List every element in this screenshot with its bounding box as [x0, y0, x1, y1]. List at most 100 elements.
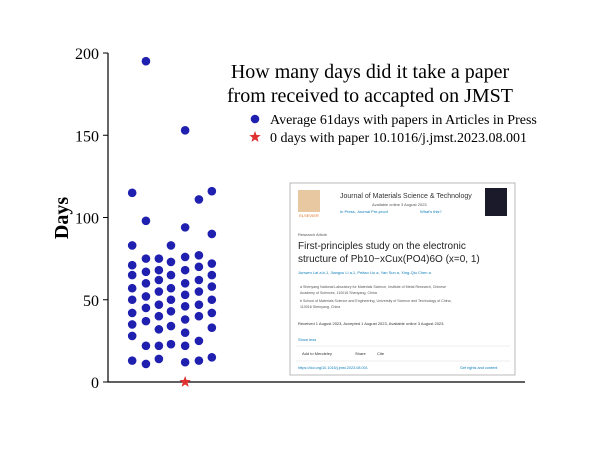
- point: [180, 126, 190, 135]
- point: [127, 308, 137, 318]
- point: [141, 216, 151, 226]
- point: [127, 356, 137, 365]
- point: [166, 295, 176, 305]
- available: Available online 3 August 2023: [372, 202, 427, 207]
- point: [180, 290, 190, 300]
- doi[interactable]: https://doi.org/10.1016/j.jmst.2023.08.0…: [298, 366, 368, 370]
- publisher: ELSEVIER: [299, 213, 319, 218]
- chart-title: from received to accapted on JMST: [227, 85, 513, 107]
- action[interactable]: Add to Mendeley: [302, 351, 332, 356]
- point: [207, 229, 217, 239]
- point: [127, 188, 137, 198]
- action[interactable]: Share: [355, 351, 366, 356]
- point: [127, 331, 137, 341]
- y-tick-label: 50: [83, 293, 99, 310]
- point: [180, 279, 190, 288]
- y-tick-label: 150: [75, 128, 99, 145]
- point: [127, 320, 137, 329]
- point: [207, 186, 217, 196]
- point: [194, 275, 204, 285]
- point: [180, 223, 190, 232]
- y-tick-label: 200: [75, 46, 99, 63]
- point: [154, 265, 164, 275]
- point: [127, 295, 137, 305]
- inset: ELSEVIER Journal of Materials Science & …: [289, 182, 516, 376]
- point: [141, 292, 151, 301]
- point: [154, 287, 164, 296]
- point: [250, 114, 260, 124]
- point: [141, 254, 151, 263]
- point: [194, 300, 204, 309]
- point: [207, 270, 217, 280]
- point: [207, 282, 217, 291]
- affiliation: a Shenyang National Laboratory for Mater…: [300, 285, 446, 289]
- publisher-logo: [298, 190, 320, 212]
- point: [180, 328, 190, 337]
- point: [141, 267, 151, 277]
- point: [127, 241, 137, 250]
- point: [154, 311, 164, 321]
- point: [166, 283, 176, 293]
- authors: Junwen Lai a,b,1, Jiangxu Li a,1, Peitao…: [298, 270, 432, 275]
- show-less[interactable]: Show less: [298, 337, 316, 342]
- point: [180, 302, 190, 311]
- affiliation: 110016 Shenyang, China: [300, 305, 340, 309]
- journal-cover: [485, 188, 507, 216]
- point: [180, 315, 190, 324]
- point: [194, 336, 204, 346]
- y-tick-label: 0: [91, 375, 99, 392]
- point: [194, 195, 204, 204]
- point: [166, 306, 176, 316]
- point: [141, 303, 151, 313]
- paper-title: structure of Pb10−xCux(PO4)6O (x=0, 1): [298, 254, 480, 265]
- star-point: [179, 376, 191, 387]
- action[interactable]: Cite: [377, 351, 385, 356]
- point: [141, 316, 151, 326]
- point: [154, 275, 164, 285]
- point: [127, 270, 137, 280]
- legend-label: Average 61days with papers in Articles i…: [270, 113, 537, 128]
- legend-label: 0 days with paper 10.1016/j.jmst.2023.08…: [270, 131, 527, 146]
- point: [166, 241, 176, 250]
- point: [207, 295, 217, 305]
- rights[interactable]: Get rights and content: [460, 366, 498, 370]
- point: [166, 257, 176, 267]
- point: [194, 356, 204, 365]
- article-type: Research Article: [298, 232, 328, 237]
- point: [141, 56, 151, 66]
- status: In Press, Journal Pre-proof: [340, 209, 389, 214]
- point: [207, 308, 217, 318]
- point: [166, 339, 176, 349]
- point: [154, 254, 164, 263]
- point: [207, 323, 217, 333]
- inset-frame: [289, 182, 516, 376]
- point: [154, 341, 164, 351]
- point: [180, 265, 190, 275]
- point: [154, 325, 164, 334]
- point: [194, 287, 204, 296]
- y-tick-label: 100: [75, 211, 99, 228]
- point: [154, 354, 164, 364]
- point: [141, 359, 151, 369]
- y-axis-label: Days: [51, 197, 73, 239]
- point: [127, 283, 137, 293]
- point: [194, 262, 204, 272]
- chart-title: How many days did it take a paper: [231, 61, 510, 83]
- star-point: [249, 131, 261, 142]
- paper-title: First-principles study on the electronic: [298, 241, 466, 252]
- point: [207, 259, 217, 268]
- point: [207, 353, 217, 362]
- point: [166, 270, 176, 280]
- journal: Journal of Materials Science & Technolog…: [340, 193, 472, 200]
- dates: Received 1 August 2023, Accepted 1 Augus…: [298, 321, 444, 326]
- affiliation: b School of Materials Science and Engine…: [300, 299, 452, 303]
- point: [194, 311, 204, 321]
- point: [166, 321, 176, 331]
- point: [194, 251, 204, 260]
- point: [154, 300, 164, 309]
- point: [141, 279, 151, 288]
- point: [180, 341, 190, 351]
- point: [141, 341, 151, 351]
- whats-this[interactable]: What's this?: [420, 209, 442, 214]
- point: [180, 357, 190, 367]
